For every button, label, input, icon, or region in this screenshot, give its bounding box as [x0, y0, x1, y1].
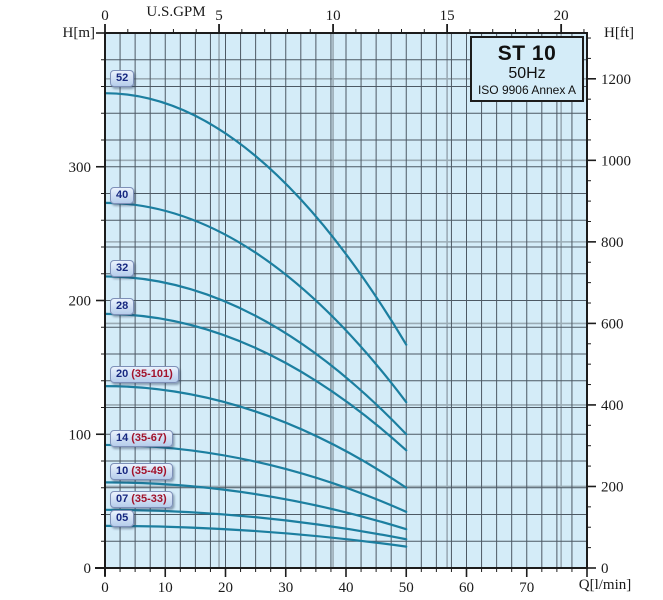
tick-label-right: 400 [601, 398, 624, 414]
curve-badge-stages: 20 [116, 368, 129, 381]
curve-badge-32: 32 [110, 260, 135, 278]
pump-curve-10 [103, 481, 408, 531]
curve-badge-07: 07 (35-33) [110, 491, 173, 509]
curve-badge-stages: 32 [116, 262, 129, 275]
curve-badge-stages: 10 [116, 465, 129, 478]
curve-badge-stages: 28 [116, 299, 129, 312]
pump-curve-20 [103, 385, 408, 489]
tick-label-left: 300 [69, 160, 92, 176]
tick-label-right: 200 [601, 479, 624, 495]
tick-label-right: 800 [601, 235, 624, 251]
pump-curve-40 [103, 201, 408, 404]
top-axis-unit-label: U.S.GPM [146, 4, 206, 20]
curve-badge-model-code: (35-49) [131, 465, 167, 478]
tick-label-right: 1000 [601, 153, 631, 169]
tick-label-bottom: 30 [278, 580, 293, 596]
tick-label-top: 5 [215, 8, 223, 24]
curve-badge-model-code: (35-33) [131, 493, 167, 506]
curve-badge-10: 10 (35-49) [110, 463, 173, 481]
left-axis-unit-label: H[m] [62, 25, 96, 41]
tick-label-top: 0 [101, 8, 109, 24]
tick-label-right: 0 [601, 561, 609, 577]
tick-label-top: 10 [326, 8, 341, 24]
curve-badge-14: 14 (35-67) [110, 430, 173, 448]
curve-badge-stages: 14 [116, 432, 129, 445]
standard: ISO 9906 Annex A [477, 82, 577, 97]
tick-label-left: 0 [84, 561, 92, 577]
tick-label-top: 15 [440, 8, 455, 24]
curve-badge-stages: 05 [116, 511, 129, 524]
curve-badge-model-code: (35-67) [131, 432, 167, 445]
curve-badge-model-code: (35-101) [131, 368, 173, 381]
tick-label-top: 20 [554, 8, 569, 24]
pump-curve-05 [103, 524, 408, 548]
curve-badge-stages: 52 [116, 72, 129, 85]
curve-badge-52: 52 [110, 70, 135, 88]
frequency: 50Hz [508, 64, 546, 82]
pump-curve-07 [103, 508, 408, 541]
title-box: ST 10 50Hz ISO 9906 Annex A [470, 36, 584, 102]
bottom-axis-unit-label: Q[l/min] [578, 577, 632, 593]
right-axis-unit-label: H[ft] [604, 25, 634, 41]
tick-label-bottom: 50 [399, 580, 414, 596]
tick-label-bottom: 60 [459, 580, 474, 596]
pump-curve-28 [103, 312, 408, 452]
tick-label-bottom: 70 [519, 580, 534, 596]
tick-label-right: 600 [601, 316, 624, 332]
tick-label-left: 200 [69, 294, 92, 310]
tick-label-bottom: 10 [158, 580, 173, 596]
tick-label-right: 1200 [601, 72, 631, 88]
curve-badge-20: 20 (35-101) [110, 366, 179, 384]
tick-label-bottom: 0 [101, 580, 109, 596]
curve-badge-stages: 07 [116, 493, 129, 506]
curve-badge-stages: 40 [116, 188, 129, 201]
curve-badge-40: 40 [110, 186, 135, 204]
tick-label-bottom: 40 [339, 580, 354, 596]
pump-curve-32 [103, 275, 408, 436]
curve-badge-05: 05 [110, 509, 135, 527]
pump-curve-52 [103, 92, 408, 346]
curve-badge-28: 28 [110, 297, 135, 315]
tick-label-bottom: 20 [218, 580, 233, 596]
model-name: ST 10 [497, 41, 557, 65]
tick-label-left: 100 [69, 427, 92, 443]
